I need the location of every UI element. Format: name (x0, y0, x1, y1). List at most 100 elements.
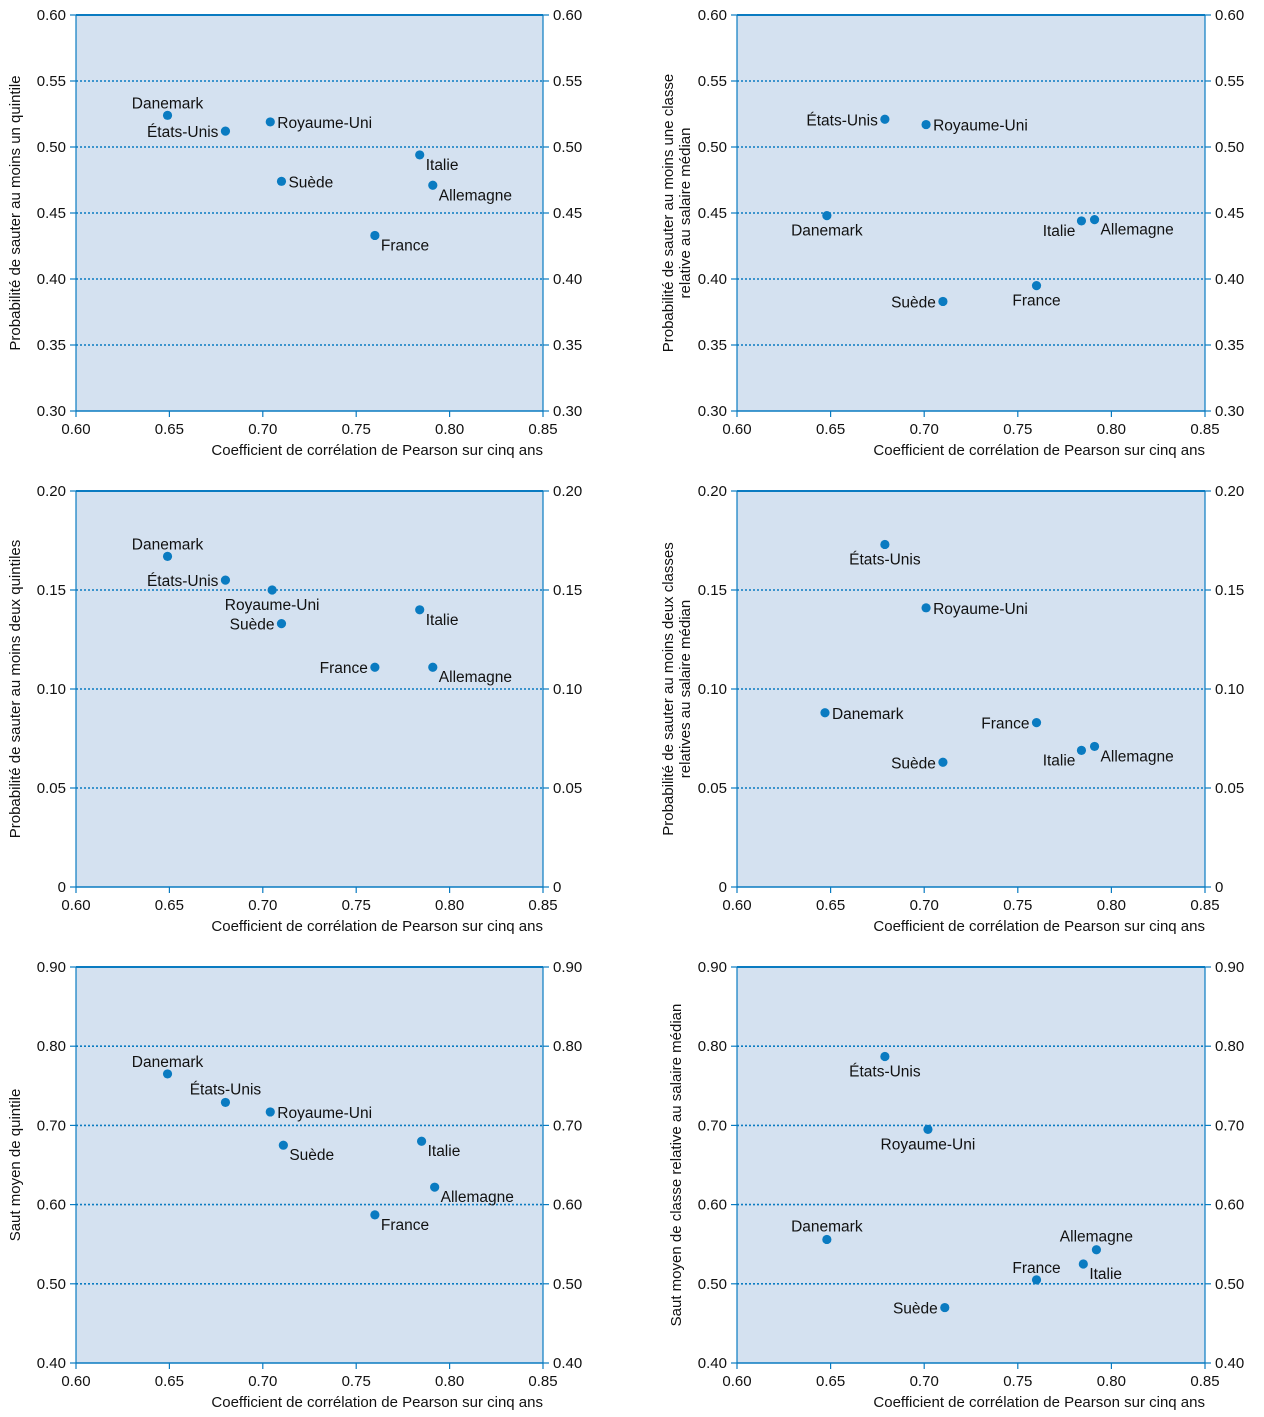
x-tick-label: 0.65 (155, 897, 184, 914)
y-tick-label-left: 0.35 (37, 337, 66, 354)
data-point (162, 110, 173, 120)
y-tick-label-right: 0.50 (1215, 139, 1244, 156)
x-axis-title: Coefficient de corrélation de Pearson su… (211, 918, 543, 935)
y-tick-label-right: 0.10 (553, 681, 582, 698)
y-tick-label-right: 0.15 (1215, 582, 1244, 599)
x-tick-label: 0.65 (816, 897, 845, 914)
point-label: Suède (893, 1301, 938, 1318)
y-tick-label-left: 0.60 (37, 1197, 66, 1214)
x-tick-label: 0.80 (1097, 421, 1126, 438)
point-label: Royaume-Uni (225, 597, 320, 614)
point-label: États-Unis (147, 573, 219, 590)
data-point (415, 605, 425, 615)
y-tick-label-right: 0.60 (553, 1197, 582, 1214)
point-label: Suède (230, 617, 275, 634)
data-point (822, 1234, 832, 1245)
data-point (1089, 215, 1100, 225)
y-tick-label-right: 0.90 (1215, 959, 1244, 976)
x-tick-label: 0.85 (1190, 421, 1219, 438)
point-label: Danemark (132, 536, 204, 553)
y-tick-label-left: 0.15 (698, 582, 727, 599)
data-point (921, 119, 931, 130)
data-point (415, 150, 425, 160)
y-tick-label-right: 0.55 (1215, 73, 1244, 90)
y-tick-label-left: 0.50 (698, 139, 727, 156)
data-point (370, 1210, 380, 1220)
y-axis-title: Saut moyen de classe relative au salaire… (668, 1004, 685, 1327)
data-point (276, 619, 287, 629)
data-point (923, 1124, 933, 1134)
x-axis-title: Coefficient de corrélation de Pearson su… (211, 442, 543, 459)
data-point (1089, 741, 1100, 752)
x-tick-label: 0.60 (722, 1373, 751, 1390)
x-tick-label: 0.60 (61, 1373, 90, 1390)
x-tick-label: 0.85 (1190, 1373, 1219, 1390)
point-label: France (320, 660, 368, 677)
y-tick-label-right: 0.55 (553, 73, 582, 90)
x-tick-label: 0.80 (435, 1373, 464, 1390)
plot-area (737, 967, 1205, 1363)
x-tick-label: 0.70 (248, 421, 277, 438)
y-axis-title: relative au salaire médian (677, 128, 694, 299)
x-tick-label: 0.80 (435, 421, 464, 438)
point-label: France (981, 716, 1029, 733)
data-point (1078, 1259, 1088, 1269)
y-tick-label-left: 0.20 (698, 483, 727, 500)
x-tick-label: 0.60 (722, 897, 751, 914)
x-tick-label: 0.70 (910, 1373, 939, 1390)
y-tick-label-left: 0.40 (37, 1355, 66, 1372)
y-axis-title: Probabilité de sauter au moins deux quin… (7, 540, 24, 839)
y-tick-label-right: 0.35 (553, 337, 582, 354)
x-axis-title: Coefficient de corrélation de Pearson su… (211, 1394, 543, 1411)
chart-panel-2: 0.30 0.30 0.35 0.35 0.40 0.40 0.45 0.45 0.50 0.50… (660, 7, 1244, 459)
y-tick-label-right: 0.70 (553, 1117, 582, 1134)
x-tick-label: 0.75 (342, 421, 371, 438)
x-axis-title: Coefficient de corrélation de Pearson su… (873, 918, 1205, 935)
y-tick-label-right: 0.45 (553, 205, 582, 222)
data-point (220, 575, 231, 585)
y-tick-label-right: 0.20 (1215, 483, 1244, 500)
point-label: Royaume-Uni (933, 118, 1028, 135)
x-tick-label: 0.80 (1097, 897, 1126, 914)
x-tick-label: 0.80 (435, 897, 464, 914)
x-tick-label: 0.60 (61, 897, 90, 914)
y-tick-label-left: 0.60 (37, 7, 66, 24)
data-point (1076, 745, 1087, 755)
x-tick-label: 0.85 (528, 897, 557, 914)
data-point (416, 1136, 427, 1146)
y-tick-label-left: 0.35 (698, 337, 727, 354)
point-label: Danemark (791, 1218, 863, 1235)
x-tick-label: 0.65 (816, 1373, 845, 1390)
point-label: Royaume-Uni (277, 1105, 372, 1122)
data-point (428, 662, 438, 672)
data-point (921, 603, 931, 613)
y-tick-label-right: 0 (553, 879, 561, 896)
y-tick-label-right: 0.60 (553, 7, 582, 24)
y-tick-label-right: 0.35 (1215, 337, 1244, 354)
x-tick-label: 0.60 (61, 421, 90, 438)
x-tick-label: 0.70 (910, 421, 939, 438)
y-tick-label-left: 0.40 (698, 271, 727, 288)
point-label: Danemark (132, 95, 204, 112)
y-tick-label-left: 0.10 (698, 681, 727, 698)
y-tick-label-left: 0.55 (698, 73, 727, 90)
x-tick-label: 0.60 (722, 421, 751, 438)
y-tick-label-left: 0.50 (698, 1276, 727, 1293)
y-tick-label-left: 0.40 (698, 1355, 727, 1372)
point-label: Allemagne (1101, 748, 1174, 765)
y-axis-title: Probabilité de sauter au moins une class… (660, 74, 677, 353)
x-axis-title: Coefficient de corrélation de Pearson su… (873, 1394, 1205, 1411)
x-tick-label: 0.70 (248, 1373, 277, 1390)
data-point (265, 117, 275, 127)
x-tick-label: 0.70 (910, 897, 939, 914)
y-tick-label-right: 0.80 (1215, 1038, 1244, 1055)
x-tick-label: 0.75 (1003, 1373, 1032, 1390)
x-tick-label: 0.75 (1003, 897, 1032, 914)
data-point (276, 176, 287, 186)
y-tick-label-right: 0.50 (553, 139, 582, 156)
y-axis-title: Probabilité de sauter au moins un quinti… (7, 75, 24, 350)
chart-panel-3: 0 0 0.05 0.05 0.10 0.10 0.15 0.15 0.20 0.20 0.60 0.… (7, 483, 582, 935)
x-tick-label: 0.70 (248, 897, 277, 914)
y-tick-label-left: 0.45 (698, 205, 727, 222)
y-tick-label-right: 0.05 (1215, 780, 1244, 797)
